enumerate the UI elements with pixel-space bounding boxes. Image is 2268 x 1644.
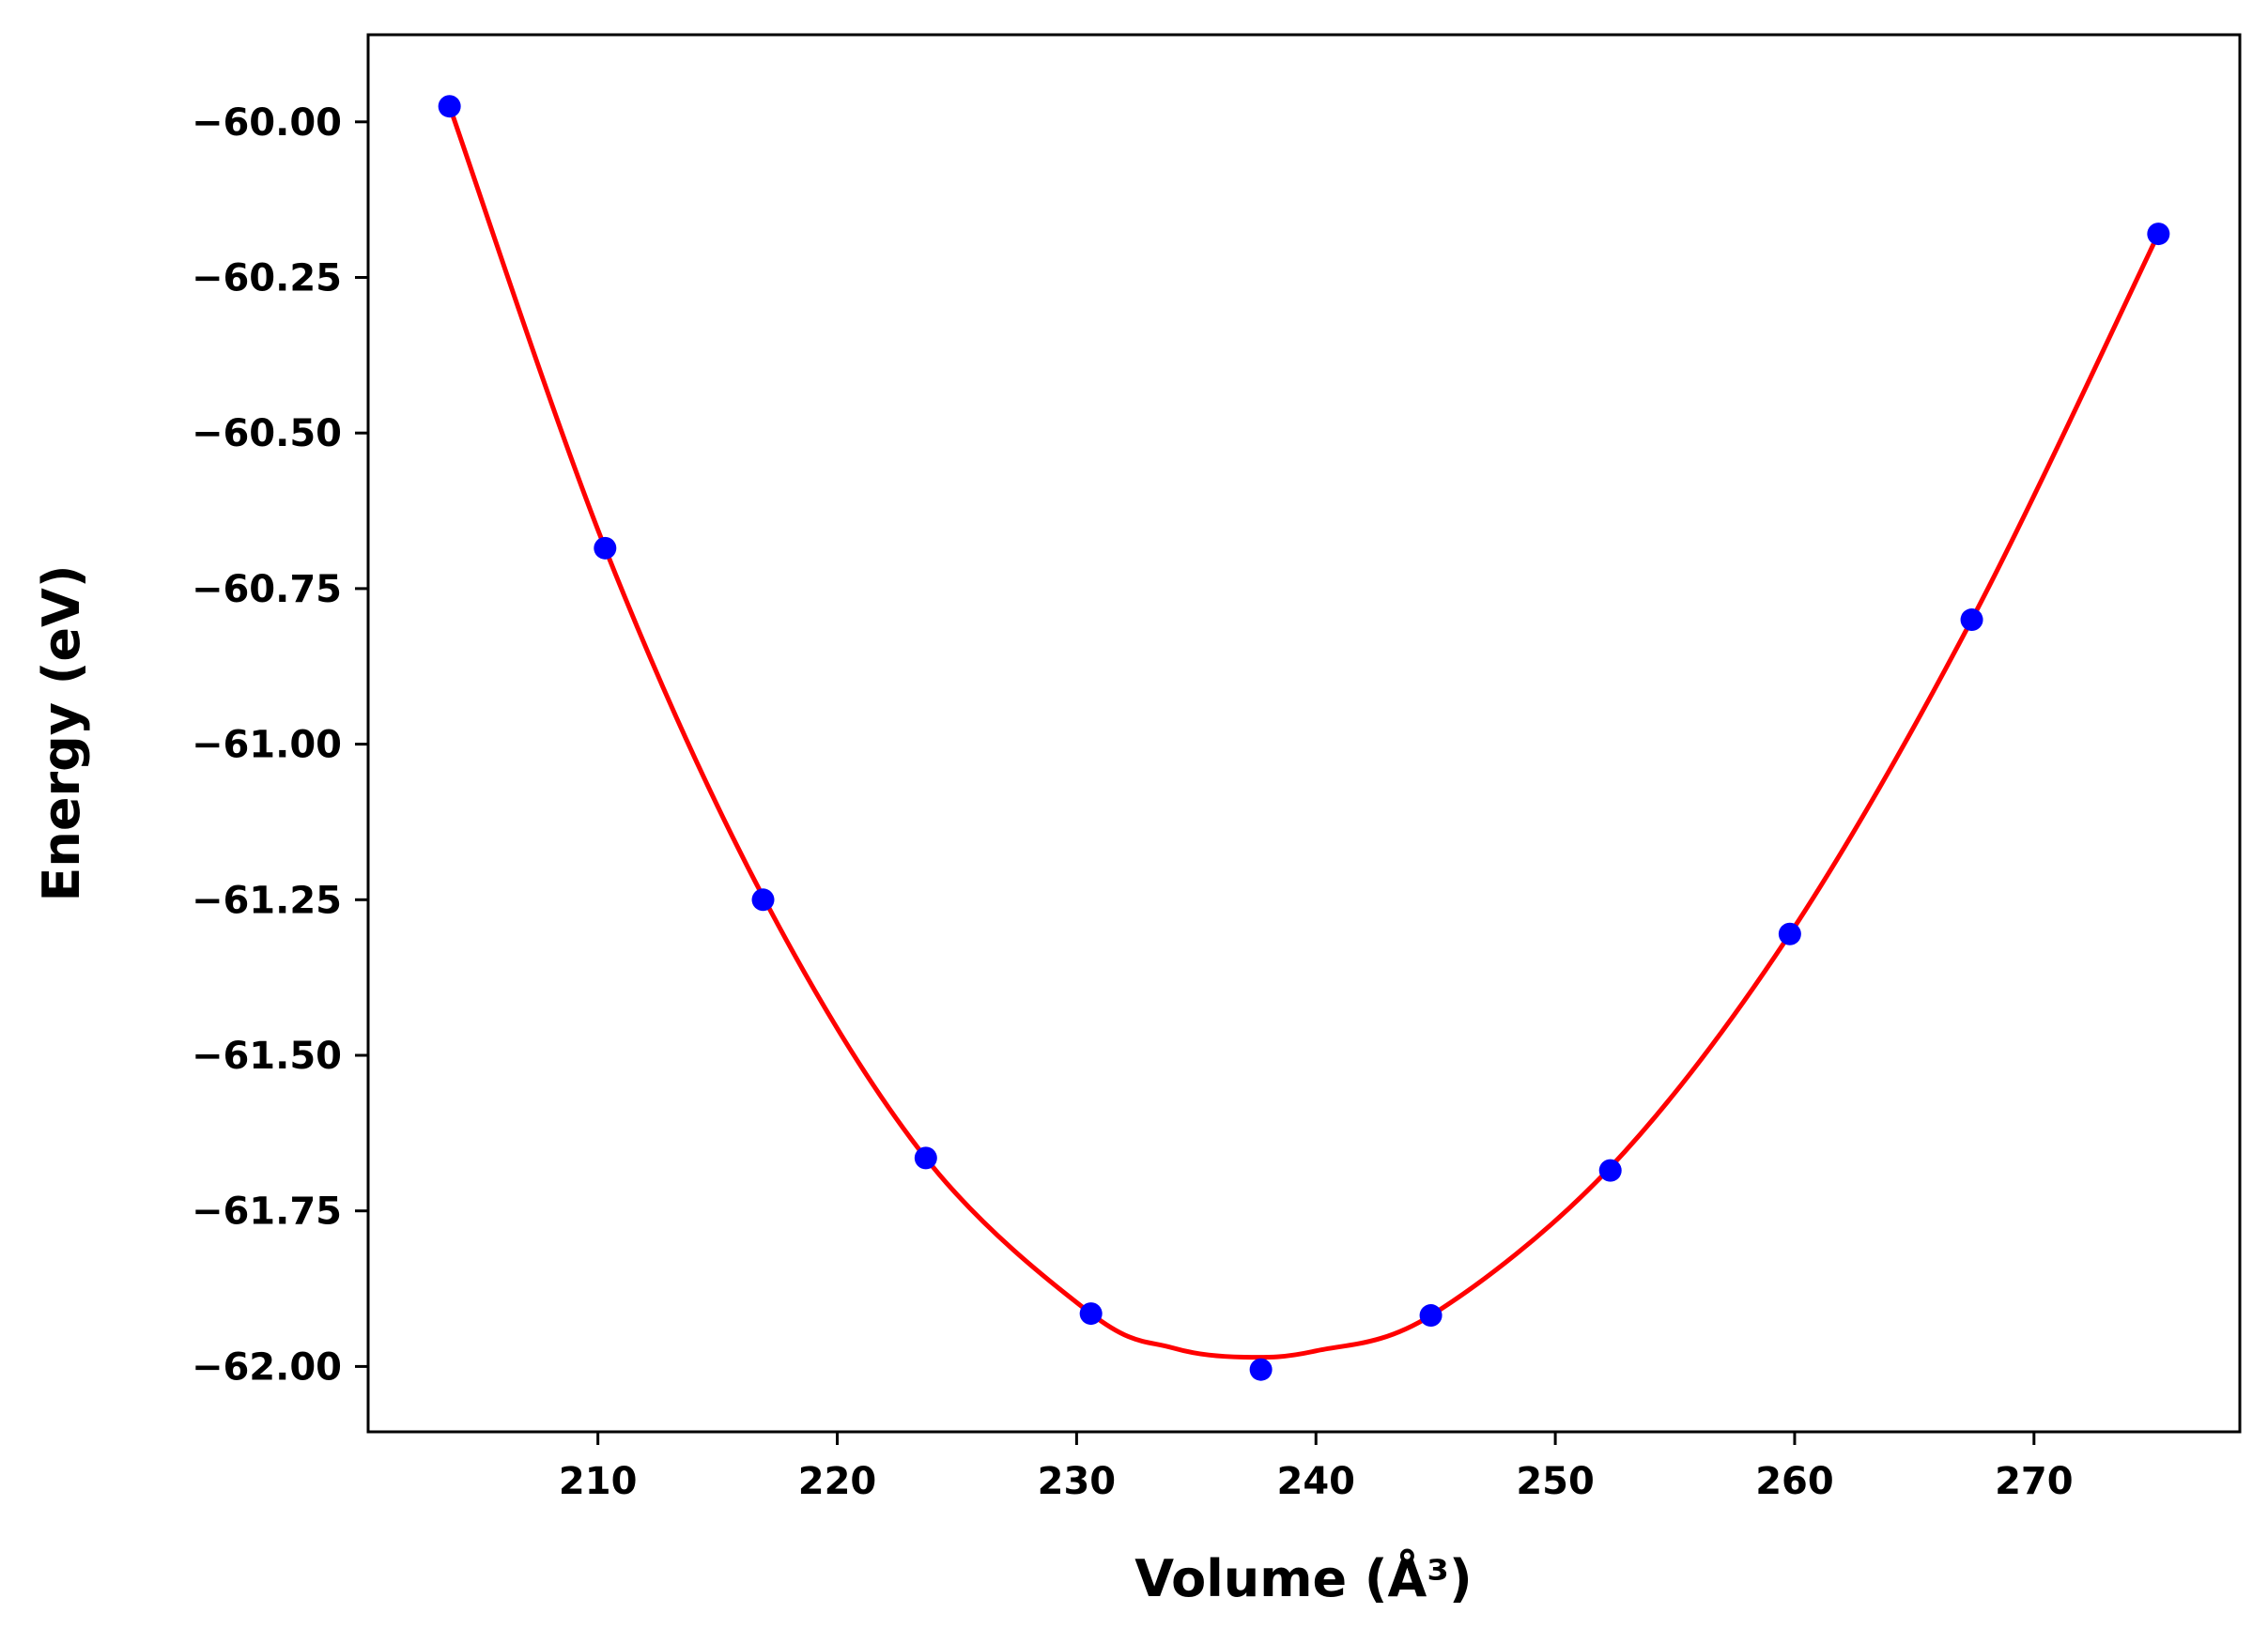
y-tick-label: −61.75 bbox=[192, 1191, 342, 1234]
x-tick-label: 240 bbox=[1276, 1460, 1355, 1503]
data-point bbox=[1419, 1304, 1443, 1328]
plot-frame bbox=[366, 33, 2242, 1434]
data-point bbox=[438, 95, 461, 118]
y-tick-label: −60.00 bbox=[192, 101, 342, 145]
data-point bbox=[1249, 1358, 1273, 1381]
x-axis-label: Volume (Å³) bbox=[1134, 1549, 1472, 1608]
x-tick-label: 220 bbox=[798, 1460, 877, 1503]
y-tick-label: −61.25 bbox=[192, 879, 342, 922]
y-tick-label: −60.25 bbox=[192, 256, 342, 300]
data-point bbox=[1598, 1159, 1622, 1182]
data-point bbox=[2147, 223, 2170, 246]
y-tick-label: −61.00 bbox=[192, 724, 342, 767]
y-tick-label: −62.00 bbox=[192, 1345, 342, 1389]
y-tick-label: −60.75 bbox=[192, 568, 342, 611]
data-point bbox=[1960, 608, 1983, 632]
x-axis-ticks: 210 220 230 240 250 260 270 bbox=[559, 1432, 2074, 1503]
x-tick-label: 260 bbox=[1755, 1460, 1834, 1503]
x-tick-label: 270 bbox=[1995, 1460, 2074, 1503]
y-tick-label: −61.50 bbox=[192, 1035, 342, 1078]
y-axis-ticks: −60.00 −60.25 −60.50 −60.75 −61.00 −61.25 −61.… bbox=[192, 101, 368, 1389]
data-point bbox=[914, 1146, 937, 1170]
y-tick-label: −60.50 bbox=[192, 412, 342, 455]
y-axis-label: Energy (eV) bbox=[32, 564, 91, 901]
data-point bbox=[1079, 1302, 1103, 1326]
x-tick-label: 230 bbox=[1038, 1460, 1117, 1503]
data-point bbox=[594, 536, 617, 560]
fit-curve-line bbox=[447, 105, 2161, 1360]
data-point bbox=[1778, 922, 1801, 945]
x-tick-label: 250 bbox=[1516, 1460, 1595, 1503]
data-point bbox=[751, 888, 775, 912]
x-tick-label: 210 bbox=[559, 1460, 638, 1503]
plot-content bbox=[438, 95, 2170, 1381]
